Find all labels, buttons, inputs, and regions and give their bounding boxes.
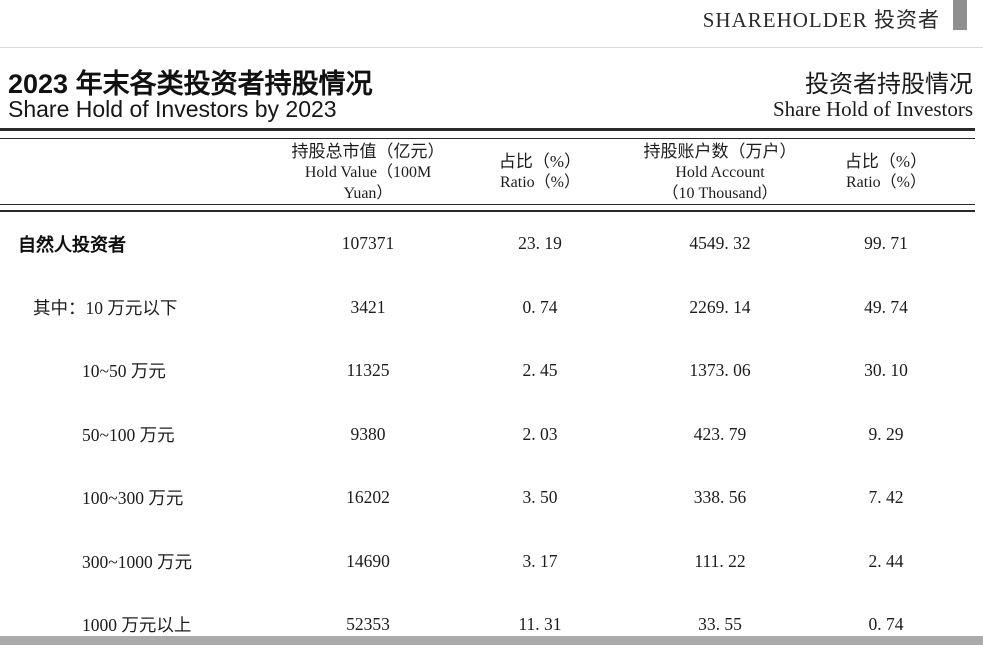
row-label: 50~100 万元: [82, 424, 175, 445]
hold-value-cell: 14690: [346, 550, 390, 571]
table-header-thin-rule: [0, 204, 975, 205]
hold-value-cell: 11325: [346, 360, 390, 381]
table-header-thick-rule: [0, 210, 975, 212]
column-header-zh: 持股总市值（亿元）: [291, 141, 445, 161]
row-label: 自然人投资者: [18, 234, 126, 255]
table-row: 100~300 万元 16202 3. 50 338. 56 7. 42: [0, 466, 975, 530]
row-label: 其中：10 万元以下: [33, 297, 178, 318]
ratio-account-cell: 30. 10: [864, 360, 908, 381]
hold-value-cell: 3421: [350, 296, 386, 317]
column-header-zh: 占比（%）: [844, 152, 928, 171]
table-top-thick-rule: [0, 128, 975, 131]
ratio-value-cell: 3. 50: [522, 487, 558, 508]
ratio-value-cell: 3. 17: [522, 550, 558, 571]
column-header-ratio-account: 占比（%） Ratio（%）: [811, 140, 961, 204]
table-body: 自然人投资者 107371 23. 19 4549. 32 99. 71 其中：…: [0, 212, 975, 657]
column-header-zh: 持股账户数（万户）: [643, 141, 797, 161]
table-header: 持股总市值（亿元） Hold Value（100M Yuan） 占比（%） Ra…: [0, 140, 975, 204]
ratio-account-cell: 0. 74: [868, 614, 904, 635]
hold-value-cell: 52353: [346, 614, 390, 635]
header-divider-rule: [0, 47, 983, 48]
column-header-en: Ratio（%）: [500, 174, 580, 191]
ratio-account-cell: 49. 74: [864, 296, 908, 317]
column-header-en2: （10 Thousand）: [662, 184, 778, 202]
hold-value-cell: 107371: [341, 233, 395, 254]
section-title-en: Share Hold of Investors: [772, 97, 973, 121]
table-row: 1000 万元以上 52353 11. 31 33. 55 0. 74: [0, 593, 975, 657]
page-edge-bar: [953, 0, 967, 30]
hold-account-cell: 4549. 32: [689, 233, 751, 254]
row-label: 300~1000 万元: [82, 551, 193, 572]
hold-account-cell: 1373. 06: [689, 360, 751, 381]
table-top-thin-rule: [0, 138, 975, 139]
running-header-text: SHAREHOLDER 投资者: [702, 8, 940, 32]
ratio-value-cell: 2. 03: [522, 423, 558, 444]
ratio-value-cell: 11. 31: [518, 614, 562, 635]
column-header-hold-account: 持股账户数（万户） Hold Account （10 Thousand）: [635, 140, 805, 204]
bottom-scan-edge: [0, 636, 983, 645]
ratio-account-cell: 2. 44: [868, 550, 904, 571]
row-label: 100~300 万元: [82, 488, 184, 509]
hold-account-cell: 33. 55: [698, 614, 742, 635]
column-header-hold-value: 持股总市值（亿元） Hold Value（100M Yuan）: [283, 140, 453, 204]
table-row: 300~1000 万元 14690 3. 17 111. 22 2. 44: [0, 530, 975, 594]
row-label: 10~50 万元: [82, 361, 166, 382]
hold-account-cell: 338. 56: [693, 487, 747, 508]
table-row: 其中：10 万元以下 3421 0. 74 2269. 14 49. 74: [0, 276, 975, 340]
ratio-account-cell: 99. 71: [864, 233, 908, 254]
page-title-zh: 2023 年末各类投资者持股情况: [8, 69, 373, 99]
column-header-en: Ratio（%）: [846, 174, 926, 191]
hold-account-cell: 2269. 14: [689, 296, 751, 317]
column-header-ratio-value: 占比（%） Ratio（%）: [465, 140, 615, 204]
table-row: 自然人投资者 107371 23. 19 4549. 32 99. 71: [0, 212, 975, 276]
column-header-en: Hold Account: [675, 163, 765, 181]
hold-value-cell: 16202: [346, 487, 390, 508]
ratio-value-cell: 2. 45: [522, 360, 558, 381]
row-label: 1000 万元以上: [82, 615, 192, 636]
ratio-value-cell: 0. 74: [522, 296, 558, 317]
hold-account-cell: 111. 22: [694, 550, 746, 571]
ratio-value-cell: 23. 19: [518, 233, 562, 254]
section-title-zh: 投资者持股情况: [805, 72, 973, 98]
ratio-account-cell: 9. 29: [868, 423, 904, 444]
hold-value-cell: 9380: [350, 423, 386, 444]
ratio-account-cell: 7. 42: [868, 487, 904, 508]
column-header-en: Hold Value（100M Yuan）: [304, 163, 432, 202]
table-row: 10~50 万元 11325 2. 45 1373. 06 30. 10: [0, 339, 975, 403]
table-row: 50~100 万元 9380 2. 03 423. 79 9. 29: [0, 403, 975, 467]
column-header-zh: 占比（%）: [498, 152, 582, 171]
page-title-en: Share Hold of Investors by 2023: [8, 96, 337, 122]
hold-account-cell: 423. 79: [693, 423, 747, 444]
